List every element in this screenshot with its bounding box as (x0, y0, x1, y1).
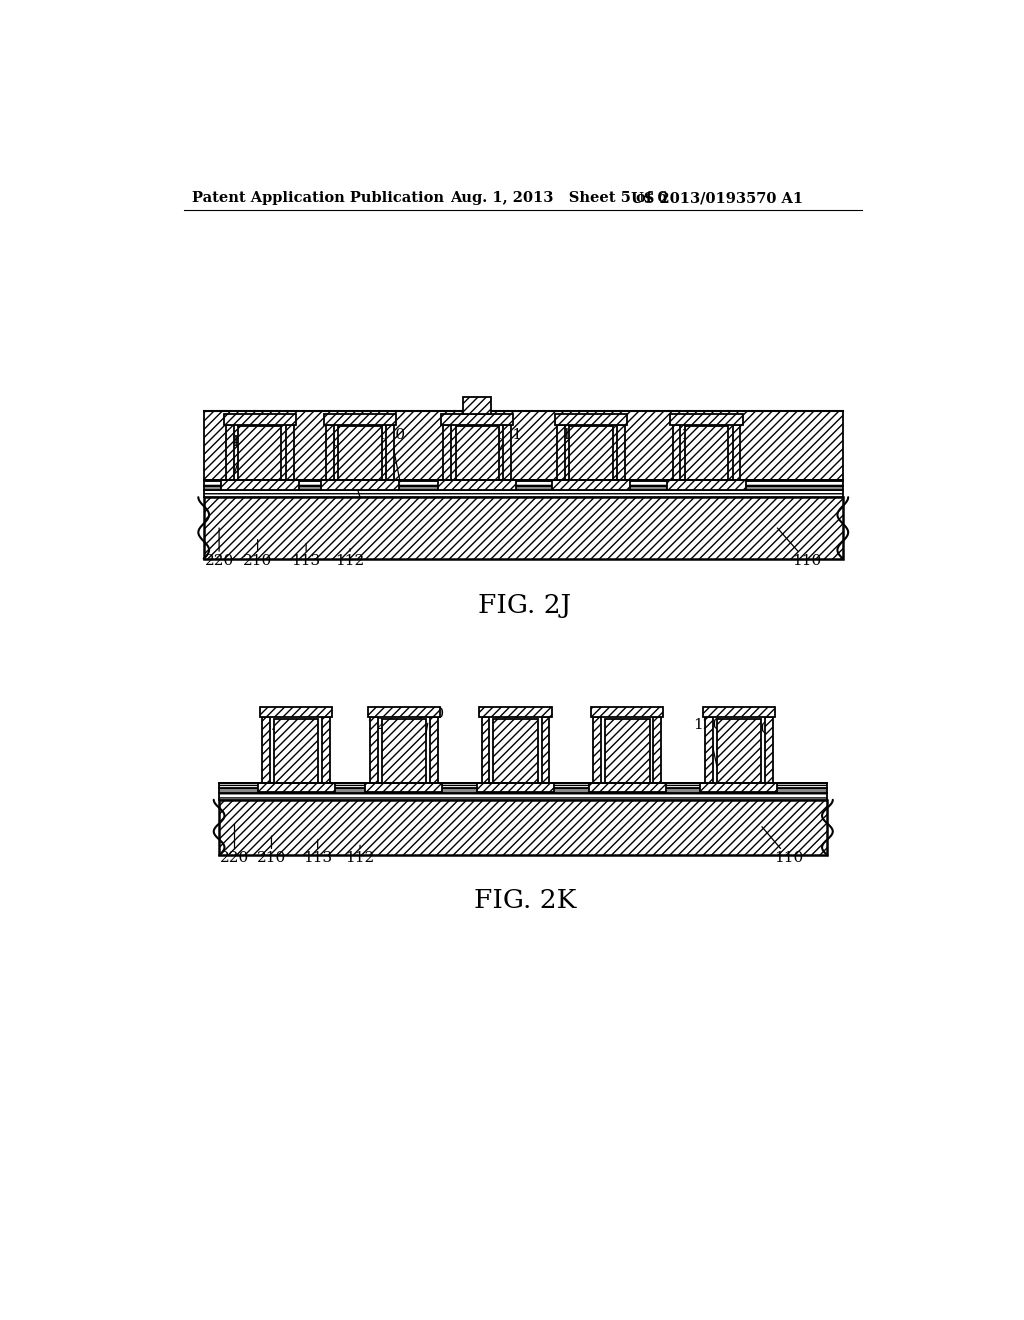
Text: 112: 112 (345, 845, 375, 866)
Bar (717, 719, 761, 783)
Bar (653, 718, 662, 783)
Bar (685, 426, 728, 480)
Bar (569, 426, 612, 480)
Bar (219, 793, 827, 800)
Bar (339, 426, 382, 480)
Bar (617, 425, 625, 480)
Bar (552, 480, 631, 490)
Bar (368, 706, 440, 718)
Text: 140: 140 (262, 722, 292, 762)
Text: 113: 113 (292, 544, 321, 568)
Bar (273, 719, 318, 783)
Bar (557, 425, 565, 480)
Bar (702, 706, 775, 718)
Text: 110: 110 (777, 528, 821, 568)
Bar (605, 719, 649, 783)
Text: 140: 140 (561, 428, 590, 478)
Text: 220: 220 (205, 528, 233, 568)
Bar (705, 718, 713, 783)
Text: 130: 130 (376, 428, 406, 482)
Bar (324, 414, 396, 425)
Text: 112: 112 (336, 549, 365, 568)
Text: 120: 120 (693, 718, 723, 768)
Text: 130: 130 (492, 706, 521, 762)
Text: 131: 131 (486, 428, 522, 474)
Bar (593, 718, 601, 783)
Text: US 2013/0193570 A1: US 2013/0193570 A1 (631, 191, 803, 206)
Text: 140: 140 (445, 428, 475, 478)
Bar (260, 706, 333, 718)
Bar (223, 414, 296, 425)
Text: 113: 113 (303, 840, 332, 866)
Text: 210: 210 (243, 540, 272, 568)
Bar (673, 425, 680, 480)
Bar (441, 414, 513, 425)
Text: FIG. 2J: FIG. 2J (478, 594, 571, 619)
Bar (477, 783, 554, 792)
Bar (668, 480, 745, 490)
Bar (430, 718, 438, 783)
Bar (456, 426, 499, 480)
Bar (258, 783, 335, 792)
Bar (286, 425, 294, 480)
Bar (262, 718, 270, 783)
Bar (220, 480, 299, 490)
Bar (219, 800, 827, 855)
Text: 120: 120 (329, 436, 360, 498)
Bar (733, 425, 740, 480)
Text: 220: 220 (220, 825, 249, 866)
Bar (204, 411, 843, 480)
Bar (204, 490, 843, 498)
Bar (204, 486, 843, 490)
Bar (494, 719, 538, 783)
Bar (219, 788, 827, 793)
Bar (591, 706, 664, 718)
Bar (366, 783, 442, 792)
Bar (589, 783, 666, 792)
Bar (323, 718, 330, 783)
Text: Patent Application Publication: Patent Application Publication (193, 191, 444, 206)
Text: 140: 140 (740, 722, 770, 762)
Bar (219, 783, 827, 788)
Text: 120: 120 (367, 718, 400, 768)
Bar (765, 718, 773, 783)
Bar (204, 498, 843, 558)
Bar (370, 718, 378, 783)
Bar (326, 425, 334, 480)
Text: 210: 210 (257, 836, 286, 866)
Bar (443, 425, 451, 480)
Text: FIG. 2K: FIG. 2K (474, 888, 575, 913)
Bar (542, 718, 550, 783)
Bar (382, 719, 426, 783)
Text: 110: 110 (762, 826, 804, 866)
Text: 400: 400 (229, 436, 259, 490)
Bar (479, 706, 552, 718)
Bar (481, 718, 489, 783)
Bar (463, 397, 490, 414)
Bar (239, 426, 282, 480)
Bar (438, 480, 516, 490)
Bar (321, 480, 399, 490)
Bar (503, 425, 511, 480)
Bar (386, 425, 394, 480)
Text: Aug. 1, 2013   Sheet 5 of 6: Aug. 1, 2013 Sheet 5 of 6 (451, 191, 668, 206)
Bar (204, 480, 843, 486)
Bar (555, 414, 628, 425)
Bar (671, 414, 742, 425)
Text: 130: 130 (415, 706, 443, 762)
Text: 130: 130 (680, 428, 709, 482)
Bar (700, 783, 777, 792)
Bar (226, 425, 233, 480)
